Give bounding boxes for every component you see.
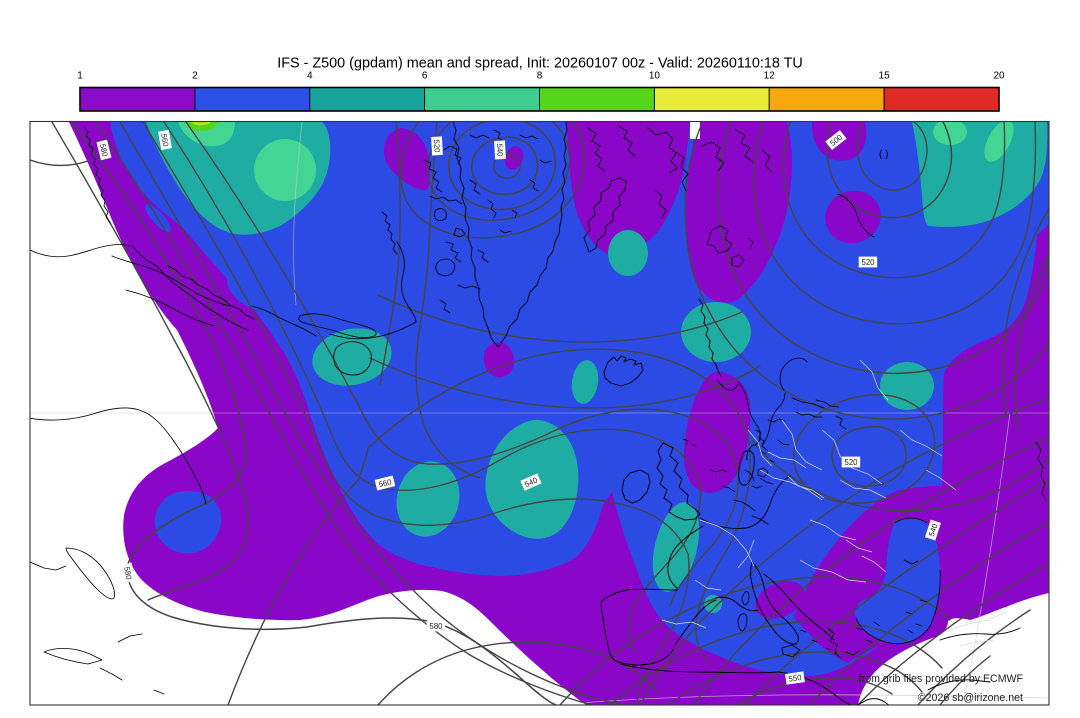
svg-text:560: 560	[378, 477, 393, 489]
svg-text:580: 580	[122, 566, 133, 581]
svg-text:580: 580	[429, 622, 443, 631]
svg-text:©2026 sb@irizone.net: ©2026 sb@irizone.net	[918, 692, 1023, 704]
svg-text:560: 560	[159, 133, 170, 148]
svg-text:4: 4	[307, 71, 313, 82]
svg-text:540: 540	[927, 522, 940, 538]
svg-text:( ): ( )	[879, 149, 888, 160]
svg-text:2: 2	[192, 71, 198, 82]
svg-text:580: 580	[98, 143, 110, 158]
svg-text:IFS - Z500 (gpdam) mean and sp: IFS - Z500 (gpdam) mean and spread, Init…	[277, 56, 803, 72]
svg-text:8: 8	[537, 71, 543, 82]
svg-text:550: 550	[788, 673, 803, 684]
svg-text:from grib files provided by EC: from grib files provided by ECMWF	[859, 673, 1024, 685]
svg-text:520: 520	[432, 139, 442, 153]
svg-text:10: 10	[649, 71, 661, 82]
svg-text:1: 1	[77, 71, 83, 82]
svg-text:15: 15	[879, 71, 891, 82]
svg-text:12: 12	[764, 71, 776, 82]
svg-text:540: 540	[495, 143, 505, 157]
svg-text:520: 520	[861, 258, 875, 267]
svg-text:520: 520	[844, 458, 858, 467]
svg-text:20: 20	[993, 71, 1005, 82]
svg-text:6: 6	[422, 71, 428, 82]
